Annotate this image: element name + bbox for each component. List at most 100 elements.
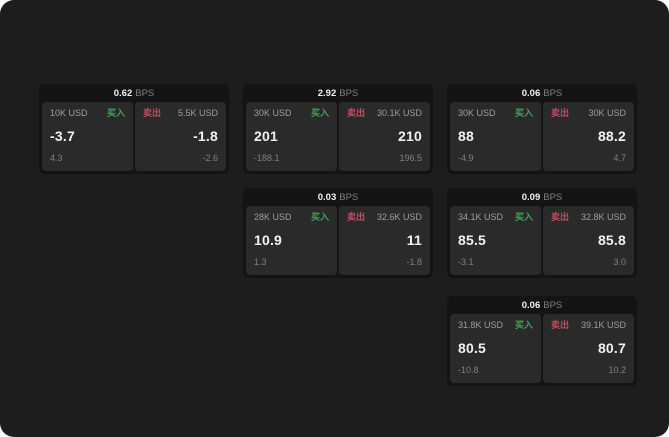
buy-panel-top: 30K USD 买入 bbox=[458, 108, 533, 119]
sell-side-label: 卖出 bbox=[551, 212, 570, 222]
bps-unit-label: BPS bbox=[543, 87, 563, 99]
sell-side-label: 卖出 bbox=[551, 108, 570, 118]
sell-price: 88.2 bbox=[597, 128, 626, 144]
sell-panel[interactable]: 卖出 39.1K USD 80.7 10.2 bbox=[543, 314, 634, 383]
buy-amount-label: 34.1K USD bbox=[458, 212, 504, 222]
panels: 34.1K USD 买入 85.5 -3.1 卖出 32.8K USD 85.8… bbox=[450, 206, 634, 275]
sell-side-label: 卖出 bbox=[551, 320, 570, 330]
bps-unit-label: BPS bbox=[543, 191, 563, 203]
bps-value: 0.06 bbox=[521, 299, 541, 311]
sell-price: 80.7 bbox=[597, 340, 626, 356]
sell-side-label: 卖出 bbox=[347, 212, 366, 222]
buy-price: 201 bbox=[254, 128, 278, 144]
buy-panel-top: 10K USD 买入 bbox=[50, 108, 125, 119]
bps-value: 2.92 bbox=[317, 87, 337, 99]
buy-panel[interactable]: 30K USD 买入 201 -188.1 bbox=[246, 102, 337, 171]
card-header: 0.62 BPS bbox=[39, 84, 229, 102]
buy-side-label: 买入 bbox=[310, 108, 329, 118]
bps-value: 0.62 bbox=[113, 87, 133, 99]
sell-amount-label: 32.6K USD bbox=[376, 212, 422, 222]
sell-panel-top: 卖出 39.1K USD bbox=[551, 320, 626, 331]
sell-change: -1.8 bbox=[406, 257, 422, 267]
buy-amount-label: 31.8K USD bbox=[458, 320, 504, 330]
bps-value: 0.09 bbox=[521, 191, 541, 203]
bps-unit-label: BPS bbox=[135, 87, 155, 99]
buy-amount-label: 10K USD bbox=[50, 108, 88, 118]
bps-value: 0.06 bbox=[521, 87, 541, 99]
sell-panel[interactable]: 卖出 32.8K USD 85.8 3.0 bbox=[543, 206, 634, 275]
sell-change: 4.7 bbox=[613, 153, 626, 163]
card-header: 0.06 BPS bbox=[447, 84, 637, 102]
buy-amount-label: 30K USD bbox=[458, 108, 496, 118]
sell-amount-label: 30.1K USD bbox=[376, 108, 422, 118]
panels: 30K USD 买入 201 -188.1 卖出 30.1K USD 210 1… bbox=[246, 102, 430, 171]
sell-change: 196.5 bbox=[399, 153, 422, 163]
quote-card: 2.92 BPS 30K USD 买入 201 -188.1 卖出 30.1K … bbox=[243, 84, 433, 174]
buy-panel[interactable]: 28K USD 买入 10.9 1.3 bbox=[246, 206, 337, 275]
sell-panel[interactable]: 卖出 30.1K USD 210 196.5 bbox=[339, 102, 430, 171]
buy-side-label: 买入 bbox=[514, 320, 533, 330]
panels: 28K USD 买入 10.9 1.3 卖出 32.6K USD 11 -1.8 bbox=[246, 206, 430, 275]
card-header: 0.06 BPS bbox=[447, 296, 637, 314]
card-header: 2.92 BPS bbox=[243, 84, 433, 102]
quote-card: 0.09 BPS 34.1K USD 买入 85.5 -3.1 卖出 32.8K… bbox=[447, 188, 637, 278]
sell-panel-top: 卖出 5.5K USD bbox=[143, 108, 218, 119]
sell-change: 10.2 bbox=[608, 365, 626, 375]
quote-card: 0.62 BPS 10K USD 买入 -3.7 4.3 卖出 5.5K USD… bbox=[39, 84, 229, 174]
sell-amount-label: 30K USD bbox=[588, 108, 626, 118]
panels: 31.8K USD 买入 80.5 -10.8 卖出 39.1K USD 80.… bbox=[450, 314, 634, 383]
sell-price: 85.8 bbox=[597, 232, 626, 248]
buy-price: 10.9 bbox=[254, 232, 283, 248]
panels: 10K USD 买入 -3.7 4.3 卖出 5.5K USD -1.8 -2.… bbox=[42, 102, 226, 171]
bps-unit-label: BPS bbox=[339, 191, 359, 203]
quote-card: 0.06 BPS 31.8K USD 买入 80.5 -10.8 卖出 39.1… bbox=[447, 296, 637, 386]
panels: 30K USD 买入 88 -4.9 卖出 30K USD 88.2 4.7 bbox=[450, 102, 634, 171]
buy-change: 1.3 bbox=[254, 257, 267, 267]
buy-amount-label: 30K USD bbox=[254, 108, 292, 118]
sell-change: 3.0 bbox=[613, 257, 626, 267]
buy-change: -4.9 bbox=[458, 153, 474, 163]
sell-price: 210 bbox=[398, 128, 422, 144]
buy-change: -10.8 bbox=[458, 365, 479, 375]
buy-price: 80.5 bbox=[458, 340, 487, 356]
sell-price: -1.8 bbox=[193, 128, 218, 144]
buy-amount-label: 28K USD bbox=[254, 212, 292, 222]
bps-unit-label: BPS bbox=[339, 87, 359, 99]
buy-panel-top: 31.8K USD 买入 bbox=[458, 320, 533, 331]
buy-panel[interactable]: 31.8K USD 买入 80.5 -10.8 bbox=[450, 314, 541, 383]
buy-change: -188.1 bbox=[254, 153, 280, 163]
sell-side-label: 卖出 bbox=[347, 108, 366, 118]
sell-amount-label: 39.1K USD bbox=[580, 320, 626, 330]
sell-panel[interactable]: 卖出 5.5K USD -1.8 -2.6 bbox=[135, 102, 226, 171]
card-header: 0.09 BPS bbox=[447, 188, 637, 206]
buy-price: 88 bbox=[458, 128, 474, 144]
buy-change: 4.3 bbox=[50, 153, 63, 163]
bps-value: 0.03 bbox=[317, 191, 337, 203]
buy-panel-top: 28K USD 买入 bbox=[254, 212, 329, 223]
bps-unit-label: BPS bbox=[543, 299, 563, 311]
sell-amount-label: 5.5K USD bbox=[177, 108, 218, 118]
quote-card: 0.03 BPS 28K USD 买入 10.9 1.3 卖出 32.6K US… bbox=[243, 188, 433, 278]
buy-side-label: 买入 bbox=[310, 212, 329, 222]
buy-side-label: 买入 bbox=[514, 108, 533, 118]
quote-card: 0.06 BPS 30K USD 买入 88 -4.9 卖出 30K USD 8… bbox=[447, 84, 637, 174]
buy-side-label: 买入 bbox=[106, 108, 125, 118]
sell-panel-top: 卖出 30.1K USD bbox=[347, 108, 422, 119]
buy-panel-top: 30K USD 买入 bbox=[254, 108, 329, 119]
sell-side-label: 卖出 bbox=[143, 108, 162, 118]
sell-change: -2.6 bbox=[202, 153, 218, 163]
sell-panel-top: 卖出 32.8K USD bbox=[551, 212, 626, 223]
buy-side-label: 买入 bbox=[514, 212, 533, 222]
buy-panel[interactable]: 34.1K USD 买入 85.5 -3.1 bbox=[450, 206, 541, 275]
buy-price: -3.7 bbox=[50, 128, 75, 144]
sell-amount-label: 32.8K USD bbox=[580, 212, 626, 222]
sell-price: 11 bbox=[406, 232, 422, 248]
buy-panel-top: 34.1K USD 买入 bbox=[458, 212, 533, 223]
sell-panel[interactable]: 卖出 30K USD 88.2 4.7 bbox=[543, 102, 634, 171]
sell-panel-top: 卖出 30K USD bbox=[551, 108, 626, 119]
buy-panel[interactable]: 30K USD 买入 88 -4.9 bbox=[450, 102, 541, 171]
sell-panel-top: 卖出 32.6K USD bbox=[347, 212, 422, 223]
sell-panel[interactable]: 卖出 32.6K USD 11 -1.8 bbox=[339, 206, 430, 275]
buy-panel[interactable]: 10K USD 买入 -3.7 4.3 bbox=[42, 102, 133, 171]
